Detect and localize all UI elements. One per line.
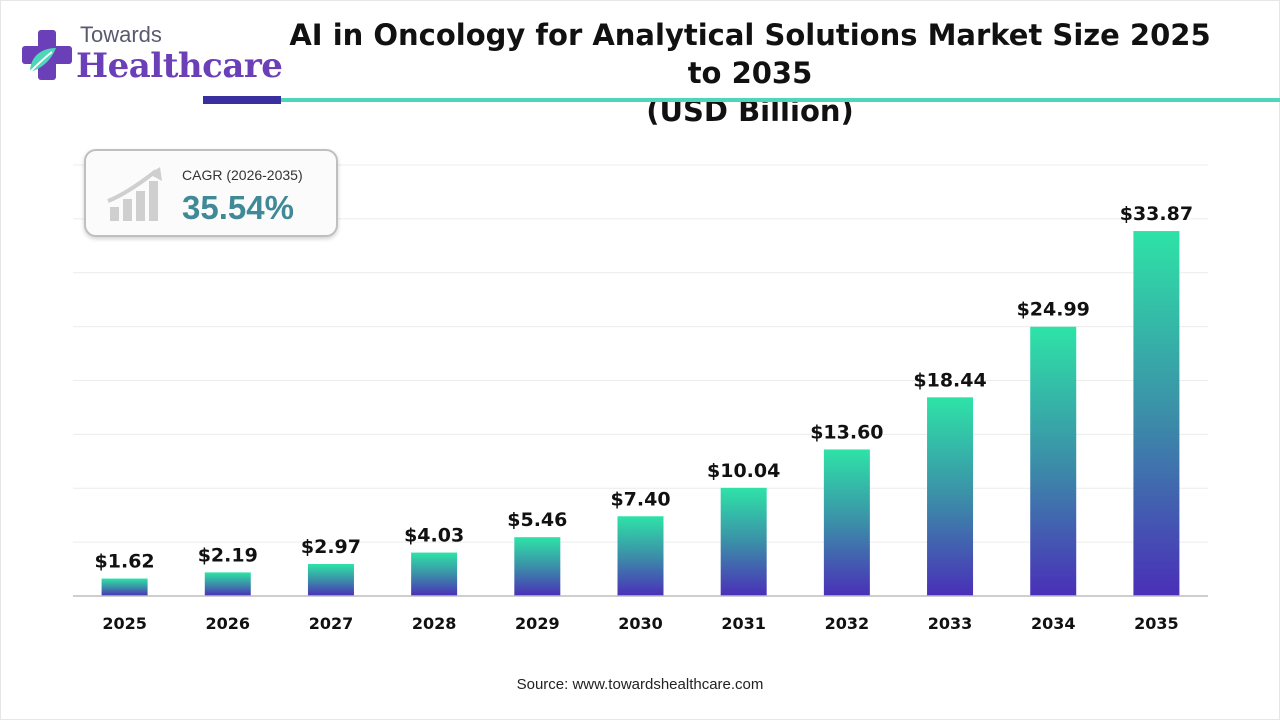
bar-2030: [617, 516, 664, 596]
cagr-label: CAGR (2026-2035): [182, 167, 303, 183]
value-label-2026: $2.19: [198, 544, 258, 566]
x-tick-2033: 2033: [928, 614, 973, 633]
bar-2027: [307, 563, 354, 596]
chart-title: AI in Oncology for Analytical Solutions …: [270, 16, 1230, 130]
x-tick-2035: 2035: [1134, 614, 1179, 633]
bar-2026: [204, 572, 251, 596]
value-label-2031: $10.04: [707, 460, 780, 482]
chart-title-line1: AI in Oncology for Analytical Solutions …: [289, 18, 1211, 90]
value-label-2030: $7.40: [610, 488, 670, 510]
bars: [101, 231, 1180, 596]
bar-2032: [823, 449, 870, 596]
cagr-card: CAGR (2026-2035) 35.54%: [84, 149, 338, 237]
bar-2025: [101, 578, 148, 596]
title-underline-teal: [281, 98, 1280, 102]
bar-2028: [411, 552, 458, 596]
x-tick-2028: 2028: [412, 614, 457, 633]
value-label-2035: $33.87: [1120, 203, 1193, 225]
growth-chart-icon: [107, 167, 162, 221]
x-tick-2026: 2026: [206, 614, 251, 633]
logo-text-big: Healthcare: [76, 46, 283, 86]
medical-cross-icon: [22, 30, 72, 80]
x-tick-2029: 2029: [515, 614, 560, 633]
bar-2034: [1030, 326, 1077, 596]
x-tick-2025: 2025: [102, 614, 147, 633]
value-label-2033: $18.44: [913, 369, 986, 391]
value-label-2027: $2.97: [301, 536, 361, 558]
bar-2035: [1133, 231, 1180, 596]
bar-2033: [927, 397, 974, 596]
cagr-value: 35.54%: [182, 189, 294, 226]
x-tick-2027: 2027: [309, 614, 354, 633]
value-label-2034: $24.99: [1017, 299, 1090, 321]
x-tick-2032: 2032: [825, 614, 870, 633]
value-label-2028: $4.03: [404, 525, 464, 547]
bar-2029: [514, 537, 561, 596]
value-label-2032: $13.60: [810, 421, 883, 443]
source-note: Source: www.towardshealthcare.com: [516, 676, 764, 693]
x-tick-2031: 2031: [721, 614, 766, 633]
x-tick-labels: 2025 2026 2027 2028 2029 2030 2031 2032 2033 2034…: [102, 614, 1178, 633]
x-tick-2034: 2034: [1031, 614, 1076, 633]
logo-text-small: Towards: [80, 22, 162, 47]
x-tick-2030: 2030: [618, 614, 663, 633]
value-label-2029: $5.46: [507, 509, 567, 531]
bar-2031: [720, 487, 767, 596]
brand-logo: Towards Healthcare: [20, 20, 283, 88]
title-underline-dark: [203, 96, 281, 104]
value-labels: $1.62 $2.19 $2.97 $4.03 $5.46 $7.40 $10.04 $13.…: [95, 203, 1194, 572]
value-label-2025: $1.62: [95, 551, 155, 573]
